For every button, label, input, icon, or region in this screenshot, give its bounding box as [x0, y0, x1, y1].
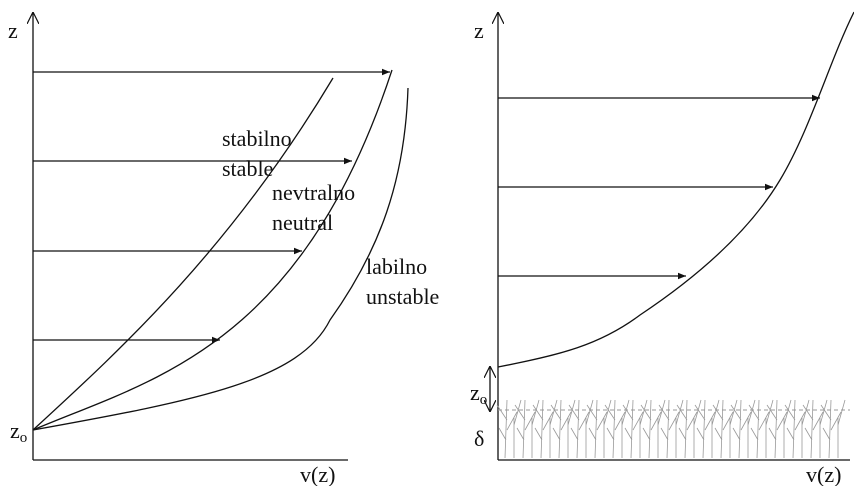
roughness-sub: o — [480, 392, 488, 408]
curve-label: unstable — [366, 284, 439, 309]
roughness-base: z — [470, 380, 480, 405]
left-panel: z v(z) zo stabilno stable nevtralno neut… — [8, 12, 439, 486]
plant — [514, 399, 540, 459]
y-axis-label: z — [8, 18, 18, 43]
plant — [568, 399, 594, 459]
plant — [748, 399, 774, 459]
plant — [766, 399, 792, 459]
roughness-label: zo — [470, 380, 487, 408]
plant — [784, 399, 810, 459]
curve-label: stable — [222, 156, 273, 181]
plant — [802, 399, 828, 459]
origin-sub: o — [20, 430, 28, 446]
x-axis-label: v(z) — [300, 462, 335, 486]
vegetation — [496, 399, 846, 459]
plant — [496, 399, 522, 459]
curve-label: labilno — [366, 254, 427, 279]
plant — [694, 399, 720, 459]
displacement-label: δ — [474, 426, 484, 451]
plant — [622, 399, 648, 459]
plant — [730, 399, 756, 459]
plant — [604, 399, 630, 459]
plant — [586, 399, 612, 459]
curve-label: nevtralno — [272, 180, 355, 205]
curve-stable — [32, 77, 334, 431]
plant — [550, 399, 576, 459]
plant — [712, 399, 738, 459]
plant — [676, 399, 702, 459]
curve-label: neutral — [272, 210, 333, 235]
curve-label: stabilno — [222, 126, 292, 151]
plant — [532, 399, 558, 459]
plant — [820, 399, 846, 459]
curve-neutral — [32, 69, 393, 431]
curve-profile — [497, 11, 854, 368]
origin-label: zo — [10, 418, 27, 446]
plant — [658, 399, 684, 459]
right-panel: z v(z) zo δ — [470, 11, 854, 486]
y-axis-label: z — [474, 18, 484, 43]
plant — [640, 399, 666, 459]
x-axis-label: v(z) — [806, 462, 841, 486]
origin-base: z — [10, 418, 20, 443]
curve-unstable — [32, 87, 409, 431]
